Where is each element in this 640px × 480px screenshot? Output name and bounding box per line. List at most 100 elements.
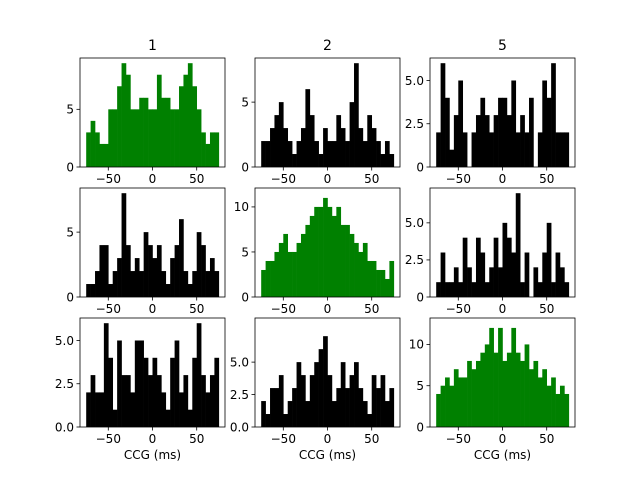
histogram-bar [371, 260, 377, 297]
histogram-bar [261, 269, 266, 297]
histogram-bar [148, 109, 153, 167]
histogram-bar [336, 388, 342, 427]
histogram-bar [300, 375, 306, 427]
histogram-bar [174, 245, 180, 297]
histogram-bar [305, 224, 311, 297]
y-tick-label: 10 [234, 200, 249, 214]
histogram-bar [300, 128, 306, 167]
histogram-bar [498, 267, 503, 297]
histogram-bar [555, 132, 561, 167]
x-tick-label: −50 [446, 302, 471, 316]
histogram-bar [498, 97, 503, 167]
histogram-bar [331, 141, 337, 167]
histogram-bar [309, 115, 315, 167]
histogram-bar [489, 132, 494, 167]
histogram-bar [349, 233, 355, 297]
histogram-bar [502, 222, 508, 297]
histogram-bar [520, 282, 525, 297]
histogram-bar [380, 375, 386, 427]
histogram-bar [362, 242, 368, 297]
histogram-bar [542, 252, 548, 297]
histogram-bar [524, 344, 530, 427]
histogram-bar [192, 271, 198, 297]
histogram-bar [121, 63, 127, 167]
histogram-bar [440, 252, 446, 297]
x-tick-label: −50 [96, 172, 121, 186]
histogram-bar [309, 215, 315, 297]
histogram-bar [449, 385, 455, 427]
y-tick-label: 0 [416, 290, 424, 304]
x-tick-label: 50 [364, 172, 379, 186]
histogram-bar [559, 132, 565, 167]
histogram-bar [555, 393, 561, 427]
histogram-bar [515, 132, 521, 167]
histogram-bar [152, 109, 158, 167]
histogram-bar [323, 128, 328, 167]
histogram-bar [103, 323, 109, 427]
histogram-bar [471, 282, 477, 297]
histogram-bar [529, 97, 534, 167]
histogram-bar [467, 267, 472, 297]
histogram-bar [179, 219, 184, 297]
y-tick-label: 2.5 [55, 377, 74, 391]
x-tick-label: 0 [149, 432, 157, 446]
histogram-bar [148, 245, 153, 297]
histogram-bar [103, 143, 109, 167]
histogram-bar [95, 132, 100, 167]
histogram-bar [125, 74, 131, 167]
histogram-bar [354, 362, 359, 427]
y-tick-label: 10 [409, 338, 424, 352]
histogram-bar [462, 132, 468, 167]
histogram-bar [371, 128, 377, 167]
histogram-bar [174, 109, 180, 167]
histogram-bar [170, 109, 175, 167]
histogram-bar [340, 224, 346, 297]
panel-title: 5 [498, 38, 507, 54]
histogram-bar [480, 252, 486, 297]
x-tick-label: 0 [324, 432, 332, 446]
histogram-bar [349, 102, 355, 167]
y-tick-label: 2.5 [230, 388, 249, 402]
histogram-bar [327, 375, 333, 427]
histogram-bar [367, 414, 373, 427]
histogram-bar [99, 245, 105, 297]
histogram-bar [265, 414, 271, 427]
y-tick-label: 5 [66, 225, 74, 239]
x-tick-label: 50 [539, 432, 554, 446]
histogram-bar [511, 252, 517, 297]
histogram-bar [533, 267, 539, 297]
histogram-bar [156, 375, 162, 427]
ccg-panel-2: −50 0 50 0 5 2 [241, 38, 401, 186]
histogram-bar [480, 97, 486, 167]
histogram-bar [524, 132, 530, 167]
histogram-bar [480, 352, 486, 427]
histogram-bar [156, 74, 162, 167]
histogram-bar [502, 97, 508, 167]
histogram-bar [305, 401, 311, 427]
histogram-bar [520, 115, 525, 167]
histogram-bar [292, 154, 297, 167]
histogram-bar [139, 271, 144, 297]
histogram-bar [283, 233, 289, 297]
histogram-bar [214, 132, 220, 167]
histogram-bar [170, 357, 175, 427]
histogram-bar [484, 344, 490, 427]
histogram-bar [134, 258, 140, 297]
histogram-bar [134, 109, 140, 167]
histogram-bar [524, 252, 530, 297]
histogram-bar [205, 271, 211, 297]
histogram-bar [449, 149, 455, 167]
x-tick-label: −50 [96, 432, 121, 446]
ccg-panel-9: −50 0 50 0 5 10 CCG (ms) [409, 317, 576, 462]
histogram-bar [489, 327, 494, 427]
histogram-bar [462, 377, 468, 427]
histogram-bar [201, 375, 206, 427]
y-tick-label: 0 [241, 160, 249, 174]
histogram-bar [323, 336, 328, 427]
histogram-bar [471, 369, 477, 427]
histogram-bar [161, 392, 167, 427]
histogram-bar [130, 392, 136, 427]
histogram-bar [537, 377, 543, 427]
histogram-bar [99, 392, 105, 427]
histogram-bar [183, 375, 189, 427]
